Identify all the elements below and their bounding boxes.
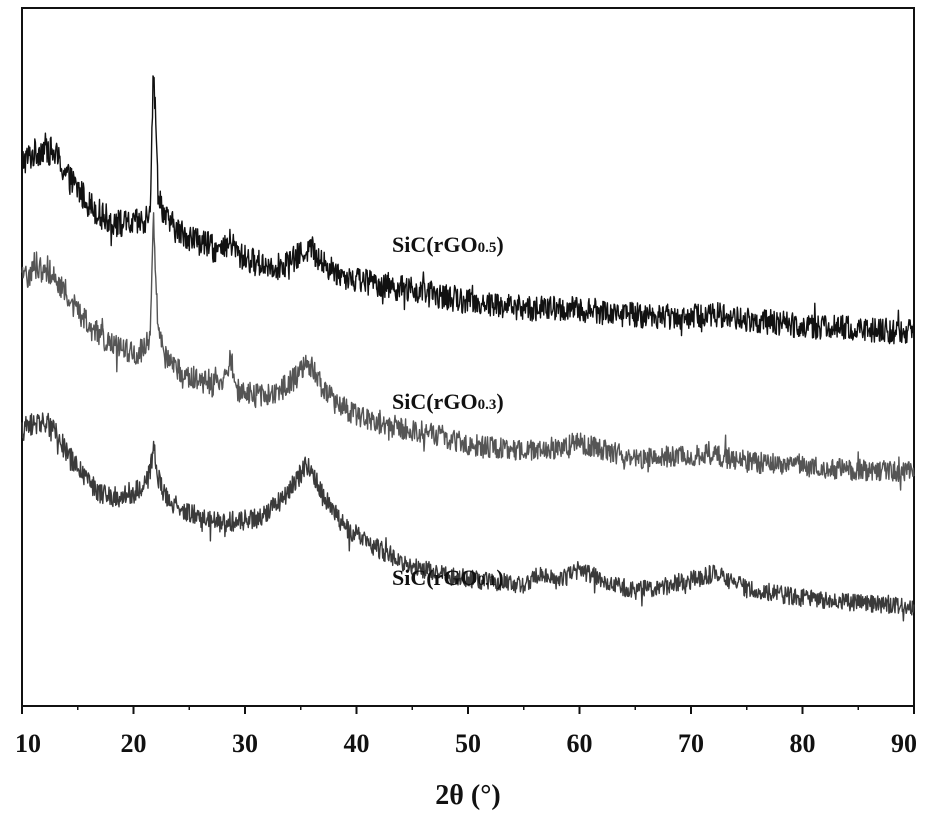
- x-axis-title: 2θ (°): [435, 780, 500, 811]
- series-label-sub: 0.5: [478, 240, 497, 256]
- series-label-main: SiC(rGO: [392, 389, 478, 414]
- series-label-0: SiC(rGO0.5): [392, 232, 504, 257]
- series-group: [22, 76, 914, 621]
- series-label-sub: 0.3: [478, 397, 497, 413]
- x-tick-label-60: 60: [567, 729, 593, 758]
- x-tick-label-70: 70: [678, 729, 704, 758]
- x-tick-label-90: 90: [891, 729, 917, 758]
- x-axis-tick-labels: 10 20 30 40 50 60 70 80 90: [15, 729, 917, 758]
- x-tick-label-80: 80: [790, 729, 816, 758]
- x-tick-label-20: 20: [121, 729, 147, 758]
- series-label-sub: 0.1: [478, 573, 497, 589]
- series-label-close: ): [496, 389, 503, 414]
- series-label-close: ): [496, 565, 503, 590]
- series-label-2: SiC(rGO0.1): [392, 565, 504, 590]
- x-tick-label-30: 30: [232, 729, 258, 758]
- x-tick-label-40: 40: [344, 729, 370, 758]
- series-label-1: SiC(rGO0.3): [392, 389, 504, 414]
- x-tick-label-50: 50: [455, 729, 481, 758]
- x-tick-label-10: 10: [15, 729, 41, 758]
- x-axis-ticks: [22, 706, 914, 714]
- series-label-main: SiC(rGO: [392, 565, 478, 590]
- series-label-close: ): [496, 232, 503, 257]
- series-line-0: [22, 76, 914, 344]
- series-label-main: SiC(rGO: [392, 232, 478, 257]
